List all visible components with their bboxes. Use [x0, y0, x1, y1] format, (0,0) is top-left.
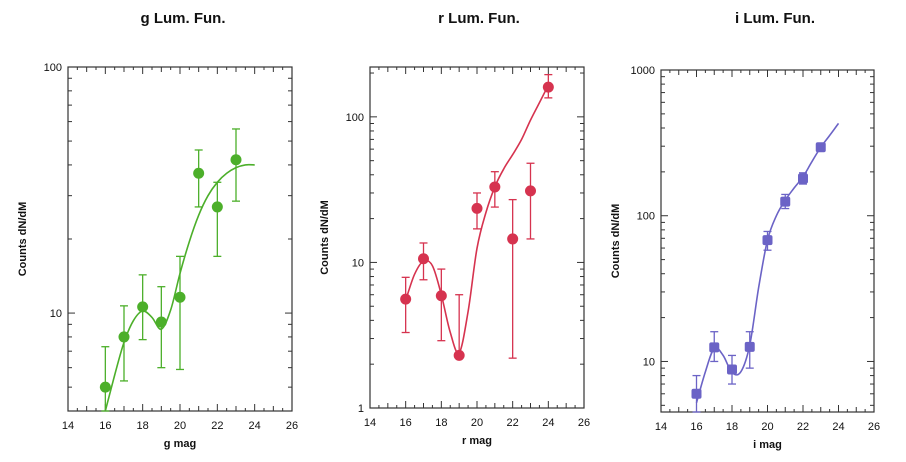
data-point — [709, 342, 720, 353]
x-tick-label: 26 — [578, 417, 590, 429]
x-tick-label: 24 — [542, 417, 554, 429]
data-point — [99, 381, 111, 393]
data-point — [489, 181, 501, 193]
x-tick-label: 26 — [868, 421, 880, 433]
data-point — [400, 293, 412, 305]
x-tick-label: 20 — [471, 417, 483, 429]
data-point — [762, 235, 773, 246]
data-point — [137, 301, 149, 313]
x-tick-label: 26 — [286, 420, 298, 432]
x-tick-label: 14 — [364, 417, 376, 429]
y-axis-label: Counts dN/dM — [610, 204, 622, 279]
x-tick-label: 16 — [690, 421, 702, 433]
x-axis-label: g mag — [164, 438, 196, 450]
x-tick-label: 24 — [832, 421, 844, 433]
data-point — [780, 196, 791, 207]
chart-panel-3: i Lum. Fun. 14 16 18 20 22 24 26 10 100 1000 i mag C… — [610, 10, 880, 451]
data-point — [815, 142, 826, 153]
data-point — [230, 154, 242, 166]
x-tick-label: 22 — [797, 421, 809, 433]
x-tick-label: 20 — [761, 421, 773, 433]
x-tick-label: 14 — [655, 421, 667, 433]
x-tick-label: 18 — [726, 421, 738, 433]
data-point — [418, 253, 429, 265]
data-point — [744, 341, 755, 352]
x-tick-label: 14 — [62, 420, 74, 432]
plot-frame — [369, 66, 585, 409]
data-point — [193, 167, 205, 179]
data-point — [435, 290, 447, 302]
data-point — [798, 173, 808, 184]
y-tick-label: 1 — [358, 403, 364, 415]
x-tick-label: 22 — [507, 417, 519, 429]
x-tick-label: 16 — [99, 420, 111, 432]
x-tick-label: 18 — [435, 417, 447, 429]
chart-title: g Lum. Fun. — [141, 10, 226, 27]
y-tick-label: 10 — [352, 257, 364, 269]
y-tick-label: 1000 — [631, 65, 655, 77]
y-axis-label: Counts dN/dM — [17, 202, 29, 277]
data-point — [211, 201, 223, 213]
data-point — [525, 185, 536, 197]
y-tick-label: 10 — [50, 308, 62, 320]
data-point — [471, 202, 483, 214]
chart-title: i Lum. Fun. — [735, 10, 815, 27]
x-tick-label: 18 — [137, 420, 149, 432]
data-point — [118, 331, 130, 343]
data-point — [453, 349, 465, 361]
y-tick-label: 100 — [346, 112, 364, 124]
chart-panel-1: g Lum. Fun. 14 16 18 20 22 24 26 10 100 g mag Count… — [17, 10, 298, 450]
x-tick-label: 24 — [249, 420, 261, 432]
x-tick-label: 20 — [174, 420, 186, 432]
data-point — [691, 388, 702, 399]
data-point — [542, 81, 554, 93]
data-point — [174, 291, 186, 303]
y-tick-label: 100 — [44, 62, 62, 74]
chart-panel-2: r Lum. Fun. 14 16 18 20 22 24 26 1 10 100 r mag Coun… — [319, 10, 590, 447]
y-tick-label: 100 — [637, 211, 655, 223]
data-point — [727, 364, 737, 375]
x-tick-label: 16 — [400, 417, 412, 429]
y-tick-label: 10 — [643, 356, 655, 368]
model-curve — [404, 84, 550, 355]
x-axis-label: i mag — [753, 439, 782, 451]
x-axis-label: r mag — [462, 435, 492, 447]
x-tick-label: 22 — [211, 420, 223, 432]
y-axis-label: Counts dN/dM — [319, 200, 331, 275]
data-point — [507, 233, 519, 245]
data-point — [155, 316, 167, 328]
chart-title: r Lum. Fun. — [438, 10, 520, 27]
